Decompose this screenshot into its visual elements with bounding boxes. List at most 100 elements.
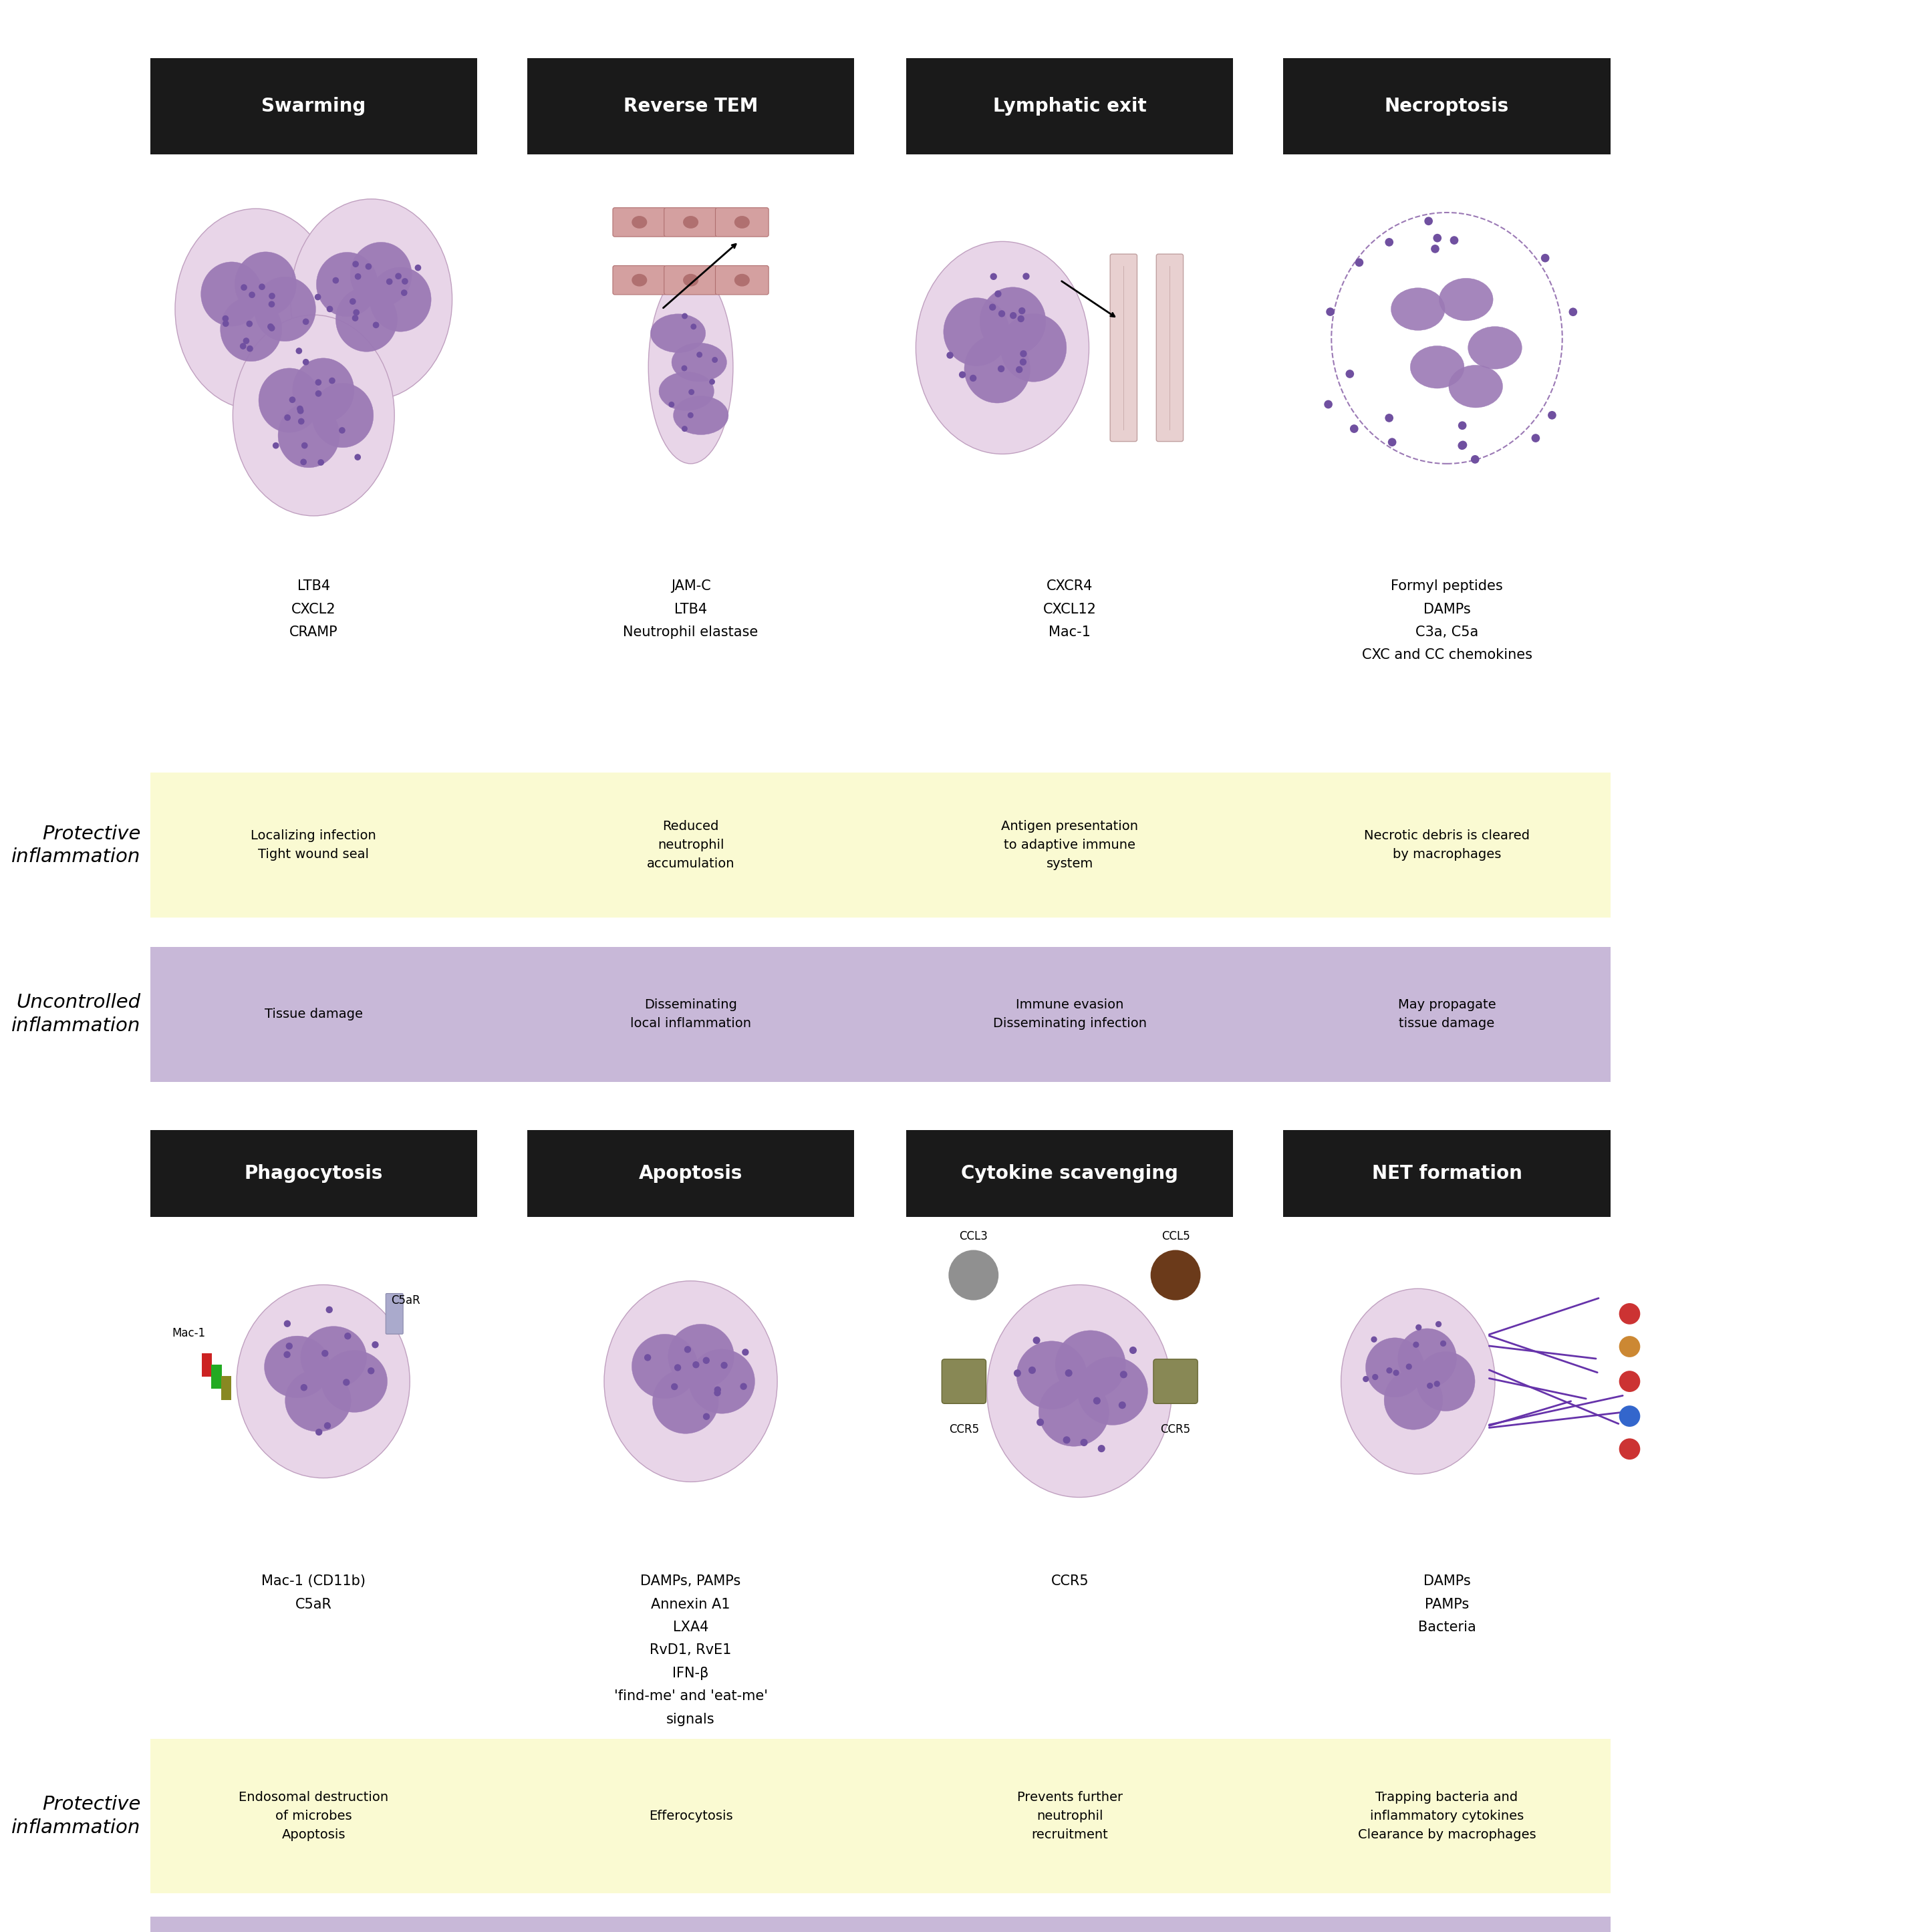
Text: Apoptosis: Apoptosis — [639, 1165, 743, 1182]
Text: May propagate
tissue damage: May propagate tissue damage — [1399, 999, 1495, 1030]
Text: DAMPs, PAMPs
Annexin A1
LXA4
RvD1, RvE1
IFN-β
'find-me' and 'eat-me'
signals: DAMPs, PAMPs Annexin A1 LXA4 RvD1, RvE1 … — [614, 1575, 768, 1725]
Text: Cytokine scavenging: Cytokine scavenging — [962, 1165, 1177, 1182]
Ellipse shape — [943, 298, 1010, 365]
Text: Endosomal destruction
of microbes
Apoptosis: Endosomal destruction of microbes Apopto… — [239, 1791, 389, 1841]
FancyBboxPatch shape — [664, 207, 718, 236]
Circle shape — [402, 278, 408, 284]
Ellipse shape — [1410, 346, 1464, 388]
Circle shape — [287, 1343, 292, 1350]
Text: Necroptosis: Necroptosis — [1385, 97, 1508, 116]
Circle shape — [970, 375, 977, 383]
Circle shape — [283, 1350, 291, 1358]
Circle shape — [1024, 272, 1029, 280]
Ellipse shape — [735, 216, 750, 228]
Circle shape — [999, 365, 1004, 373]
Ellipse shape — [631, 274, 646, 286]
Circle shape — [354, 309, 360, 315]
FancyBboxPatch shape — [906, 58, 1233, 155]
Circle shape — [743, 1349, 748, 1356]
Circle shape — [685, 1347, 691, 1352]
Ellipse shape — [631, 1335, 698, 1399]
Circle shape — [1020, 359, 1027, 365]
Circle shape — [400, 290, 408, 296]
Circle shape — [712, 357, 718, 363]
Text: NET formation: NET formation — [1372, 1165, 1522, 1182]
Circle shape — [344, 1333, 352, 1339]
Ellipse shape — [235, 251, 296, 317]
Circle shape — [1129, 1347, 1137, 1354]
Text: Uncontrolled
inflammation: Uncontrolled inflammation — [12, 993, 140, 1036]
Text: Protective
inflammation: Protective inflammation — [12, 825, 140, 866]
Circle shape — [1458, 440, 1468, 450]
Circle shape — [1406, 1364, 1412, 1370]
Circle shape — [958, 371, 966, 379]
Circle shape — [352, 261, 360, 267]
Circle shape — [741, 1383, 747, 1389]
FancyBboxPatch shape — [1110, 253, 1137, 440]
Circle shape — [300, 1383, 308, 1391]
FancyBboxPatch shape — [385, 1294, 402, 1333]
Circle shape — [1618, 1437, 1639, 1461]
Circle shape — [671, 1383, 677, 1391]
Circle shape — [1354, 259, 1364, 267]
Text: Antigen presentation
to adaptive immune
system: Antigen presentation to adaptive immune … — [1000, 821, 1139, 869]
Circle shape — [702, 1356, 710, 1364]
Circle shape — [316, 390, 321, 396]
Circle shape — [722, 1362, 727, 1368]
Ellipse shape — [683, 274, 698, 286]
Circle shape — [416, 265, 421, 270]
FancyBboxPatch shape — [527, 58, 854, 155]
Circle shape — [316, 379, 321, 386]
Ellipse shape — [291, 199, 452, 400]
FancyBboxPatch shape — [1283, 58, 1610, 155]
Circle shape — [321, 1350, 329, 1356]
FancyBboxPatch shape — [212, 1364, 221, 1389]
Circle shape — [246, 321, 252, 327]
Circle shape — [387, 278, 392, 284]
FancyBboxPatch shape — [716, 207, 768, 236]
Circle shape — [714, 1387, 722, 1393]
Circle shape — [1351, 425, 1358, 433]
Circle shape — [1033, 1337, 1041, 1345]
Circle shape — [991, 272, 997, 280]
FancyBboxPatch shape — [612, 265, 666, 294]
Circle shape — [645, 1354, 650, 1360]
Text: CCL3: CCL3 — [960, 1231, 987, 1242]
Text: CCL5: CCL5 — [1162, 1231, 1189, 1242]
Circle shape — [1451, 236, 1458, 245]
Ellipse shape — [337, 288, 396, 352]
Ellipse shape — [316, 253, 377, 317]
Circle shape — [302, 359, 310, 365]
Ellipse shape — [233, 315, 394, 516]
Ellipse shape — [369, 267, 431, 332]
Ellipse shape — [1468, 327, 1522, 369]
Circle shape — [947, 352, 954, 359]
Circle shape — [350, 298, 356, 305]
Ellipse shape — [350, 242, 412, 307]
Text: DAMPs
PAMPs
Bacteria: DAMPs PAMPs Bacteria — [1418, 1575, 1476, 1634]
Ellipse shape — [285, 1370, 350, 1432]
Circle shape — [1470, 456, 1480, 464]
Circle shape — [316, 294, 321, 299]
Circle shape — [1441, 1341, 1447, 1347]
Circle shape — [333, 276, 339, 284]
Text: Mac-1: Mac-1 — [171, 1327, 206, 1339]
Circle shape — [1385, 238, 1393, 247]
Text: Reduced
neutrophil
accumulation: Reduced neutrophil accumulation — [646, 821, 735, 869]
Text: JAM-C
LTB4
Neutrophil elastase: JAM-C LTB4 Neutrophil elastase — [623, 580, 758, 639]
Circle shape — [1362, 1376, 1368, 1381]
Ellipse shape — [604, 1281, 777, 1482]
Text: CCR5: CCR5 — [1051, 1575, 1089, 1588]
Text: Trapping bacteria and
inflammatory cytokines
Clearance by macrophages: Trapping bacteria and inflammatory cytok… — [1358, 1791, 1535, 1841]
Circle shape — [1010, 313, 1016, 319]
FancyBboxPatch shape — [221, 1376, 231, 1401]
Circle shape — [302, 442, 308, 448]
Circle shape — [289, 396, 296, 404]
Circle shape — [1029, 1366, 1035, 1374]
Ellipse shape — [254, 276, 316, 342]
Ellipse shape — [1391, 288, 1445, 330]
Ellipse shape — [1039, 1378, 1108, 1447]
Circle shape — [949, 1250, 999, 1300]
Circle shape — [1345, 369, 1354, 379]
Ellipse shape — [237, 1285, 410, 1478]
